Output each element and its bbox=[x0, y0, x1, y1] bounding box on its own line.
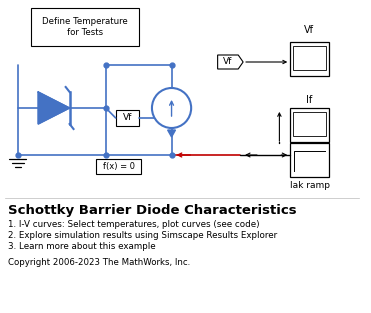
Text: 1. I-V curves: Select temperatures, plot curves (see code): 1. I-V curves: Select temperatures, plot… bbox=[8, 220, 259, 229]
Bar bbox=[96, 159, 141, 174]
Text: 2. Explore simulation results using Simscape Results Explorer: 2. Explore simulation results using Sims… bbox=[8, 231, 277, 240]
Polygon shape bbox=[168, 130, 175, 137]
Text: 3. Learn more about this example: 3. Learn more about this example bbox=[8, 242, 155, 251]
Text: Vf: Vf bbox=[123, 114, 132, 122]
Bar bbox=[32, 8, 139, 46]
Bar bbox=[293, 112, 326, 136]
Text: Vf: Vf bbox=[223, 58, 233, 66]
Bar bbox=[290, 42, 329, 76]
Bar bbox=[290, 143, 329, 177]
Text: Iak ramp: Iak ramp bbox=[290, 181, 330, 189]
Polygon shape bbox=[218, 55, 243, 69]
Bar bbox=[293, 46, 326, 70]
Text: If: If bbox=[306, 95, 312, 105]
Text: Copyright 2006-2023 The MathWorks, Inc.: Copyright 2006-2023 The MathWorks, Inc. bbox=[8, 258, 190, 267]
Text: f(x) = 0: f(x) = 0 bbox=[103, 162, 135, 171]
Bar bbox=[290, 108, 329, 142]
Polygon shape bbox=[38, 92, 70, 124]
Text: Define Temperature
for Tests: Define Temperature for Tests bbox=[42, 17, 128, 37]
Circle shape bbox=[152, 88, 191, 128]
Text: Vf: Vf bbox=[304, 25, 314, 35]
Text: Schottky Barrier Diode Characteristics: Schottky Barrier Diode Characteristics bbox=[8, 204, 296, 217]
Bar bbox=[116, 110, 139, 126]
